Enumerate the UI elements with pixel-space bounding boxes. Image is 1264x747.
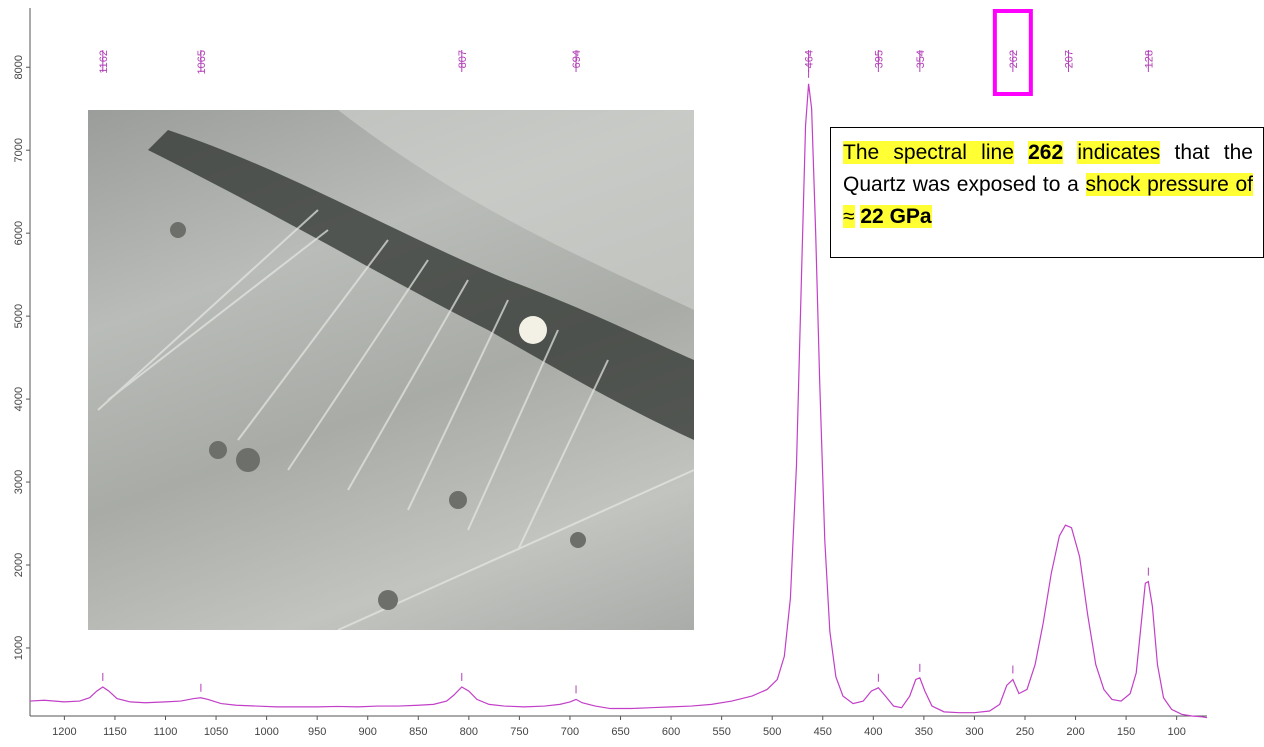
peak-label: 1065 xyxy=(196,50,208,74)
spectrum-line xyxy=(29,83,1208,719)
crack xyxy=(148,130,694,440)
x-tick-label: 550 xyxy=(712,726,730,738)
peak-label: 395 xyxy=(873,50,885,68)
upper-surface xyxy=(338,110,694,310)
annotation-text: 22 GPa xyxy=(860,205,932,228)
peak-highlight-box xyxy=(992,9,1033,96)
x-tick-label: 650 xyxy=(611,726,629,738)
x-tick-label: 500 xyxy=(763,726,781,738)
peak-label: 354 xyxy=(915,50,927,68)
x-tick-label: 400 xyxy=(864,726,882,738)
peak-label: 464 xyxy=(804,50,816,68)
annotation-text: indicates xyxy=(1077,141,1161,164)
peak-label: 694 xyxy=(571,50,583,68)
x-tick-label: 900 xyxy=(359,726,377,738)
x-tick-label: 350 xyxy=(915,726,933,738)
y-tick-label: 3000 xyxy=(13,470,25,494)
x-tick-label: 950 xyxy=(308,726,326,738)
y-tick-label: 6000 xyxy=(13,221,25,245)
y-tick-label: 4000 xyxy=(13,387,25,411)
x-tick-label: 300 xyxy=(965,726,983,738)
x-tick-label: 1150 xyxy=(103,726,127,738)
annotation-text: that the Quartz was exposed to a xyxy=(843,141,1253,196)
y-tick-label: 5000 xyxy=(13,304,25,328)
x-tick-label: 800 xyxy=(460,726,478,738)
x-tick-label: 700 xyxy=(561,726,579,738)
photo-texture xyxy=(97,110,694,630)
x-tick-label: 750 xyxy=(510,726,528,738)
y-tick-label: 8000 xyxy=(13,55,25,79)
x-tick-label: 450 xyxy=(814,726,832,738)
microscope-photo xyxy=(88,110,694,630)
annotation: The spectral line 262 indicates that the… xyxy=(830,127,1264,258)
peak-label: 1162 xyxy=(98,50,110,74)
y-tick-label: 2000 xyxy=(13,553,25,577)
peak-label: 807 xyxy=(457,50,469,68)
x-tick-label: 200 xyxy=(1066,726,1084,738)
peak-label: 128 xyxy=(1143,50,1155,68)
bright-spot xyxy=(519,316,547,344)
peak-label: 207 xyxy=(1063,50,1075,68)
x-tick-label: 1050 xyxy=(204,726,228,738)
x-tick-label: 100 xyxy=(1167,726,1185,738)
peak-label: 262 xyxy=(1008,50,1020,68)
x-tick-label: 150 xyxy=(1117,726,1135,738)
x-tick-label: 1200 xyxy=(52,726,76,738)
annotation-text: 262 xyxy=(1028,141,1064,164)
particles xyxy=(170,222,586,610)
y-tick-label: 1000 xyxy=(13,636,25,660)
x-tick-label: 1100 xyxy=(154,726,178,738)
annotation-text: The spectral line xyxy=(843,141,1014,164)
x-tick-label: 250 xyxy=(1016,726,1034,738)
y-tick-label: 7000 xyxy=(13,138,25,162)
x-tick-label: 600 xyxy=(662,726,680,738)
x-tick-label: 850 xyxy=(409,726,427,738)
x-tick-label: 1000 xyxy=(254,726,278,738)
